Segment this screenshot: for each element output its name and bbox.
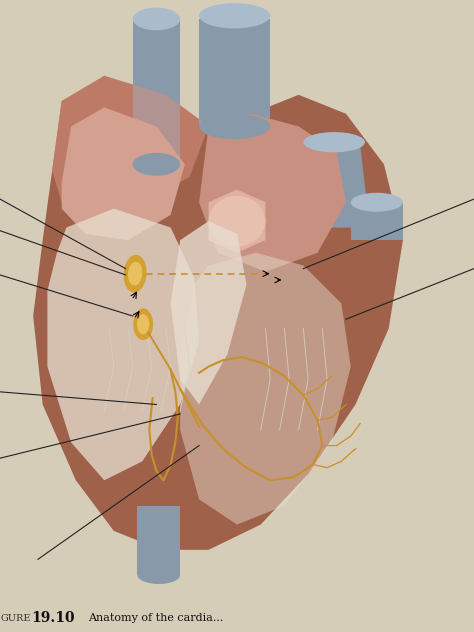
Ellipse shape <box>124 255 146 293</box>
Polygon shape <box>299 145 370 228</box>
Polygon shape <box>209 190 265 253</box>
Polygon shape <box>133 19 180 164</box>
Text: GURE: GURE <box>0 614 30 623</box>
Polygon shape <box>351 202 403 240</box>
Polygon shape <box>199 19 270 126</box>
Polygon shape <box>137 506 180 575</box>
Text: Anatomy of the cardia...: Anatomy of the cardia... <box>88 612 223 623</box>
Polygon shape <box>62 107 185 240</box>
Ellipse shape <box>199 3 270 28</box>
Ellipse shape <box>137 314 149 334</box>
Ellipse shape <box>137 566 180 584</box>
Polygon shape <box>52 76 209 209</box>
Ellipse shape <box>133 153 180 176</box>
Polygon shape <box>33 76 403 550</box>
Ellipse shape <box>128 262 142 286</box>
Polygon shape <box>180 253 351 525</box>
Ellipse shape <box>133 308 153 340</box>
Polygon shape <box>47 209 199 480</box>
Ellipse shape <box>351 193 403 212</box>
Polygon shape <box>171 221 246 404</box>
Ellipse shape <box>133 8 180 30</box>
Text: 19.10: 19.10 <box>31 611 74 625</box>
Ellipse shape <box>199 114 270 139</box>
Ellipse shape <box>303 132 365 152</box>
Polygon shape <box>199 114 346 272</box>
Ellipse shape <box>209 196 265 246</box>
